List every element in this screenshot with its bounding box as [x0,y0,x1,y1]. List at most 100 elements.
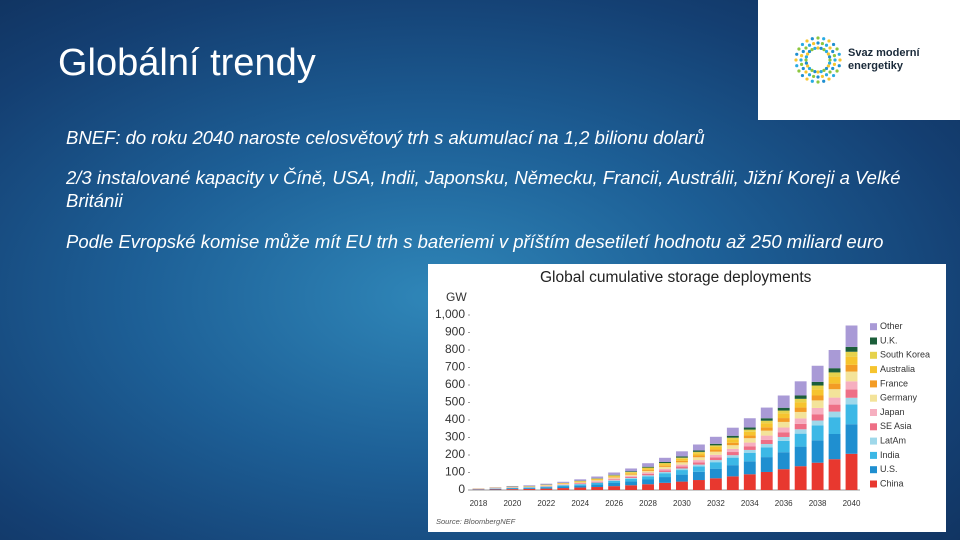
bar-segment [523,485,536,486]
bar-segment [692,466,705,472]
bar-segment [591,484,604,488]
bar-segment [659,473,671,478]
bar-segment [608,475,621,477]
bar-segment [709,462,722,469]
bar-segment [625,471,638,472]
chart-title: Global cumulative storage deployments [540,269,812,286]
logo-graphic: Svaz moderní energetiky [794,36,920,84]
bar-segment [828,404,841,412]
bar-segment [743,438,756,443]
bar-segment [726,457,739,466]
bar-segment [608,479,621,481]
logo-dot [827,77,831,81]
bar-segment [743,435,756,439]
logo-dot [822,79,826,83]
bar-segment [794,429,807,434]
bar-segment [811,381,824,386]
bar-segment [692,462,705,465]
logo-dot [806,52,810,56]
logo-dot [794,58,798,62]
logo-dot [807,43,812,47]
bar-segment [659,468,671,471]
bar-segment [726,437,739,440]
legend-swatch [870,451,877,459]
bar-segment [709,451,722,455]
x-tick-label: 2022 [537,499,555,508]
bar-segment [709,449,722,452]
logo-dot [795,64,799,68]
logo-dot [799,58,803,62]
x-tick-label: 2034 [741,499,759,508]
logo-dot [819,46,823,51]
bar-segment [760,423,773,428]
y-tick-label: 300 [445,430,465,444]
bar-segment [828,411,841,418]
bar-segment [726,435,739,438]
logo-dot [799,62,804,66]
bar-segment [777,452,790,470]
source: Source: BloombergNEF [436,517,516,526]
bar-segment [743,446,756,450]
bullet: 2/3 instalované kapacity v Číně, USA, In… [66,167,901,211]
bar-segment [692,464,705,467]
y-axis-label: GW [446,290,467,304]
bar-segment [642,484,654,490]
bar-segment [574,483,587,484]
chart-background [428,264,946,532]
bar-segment [489,488,502,490]
bar-segment [659,477,671,483]
bar-segment [676,456,688,458]
logo-dot [837,64,841,68]
bar-segment [709,457,722,461]
bar-segment [676,466,688,469]
y-tick-label: 1,000 [435,307,465,321]
bar-segment [743,418,756,428]
legend-label: China [880,478,904,488]
bar-segment [743,429,756,432]
bar-segment [523,487,536,489]
bar-segment [794,423,807,430]
logo-dot [824,66,829,71]
logo-dot [816,46,820,50]
bar-segment [642,475,654,477]
bar-segment [625,477,638,479]
bar-segment [625,468,638,472]
bar-segment [659,463,671,465]
bar-segment [828,389,841,398]
logo-dot [816,70,820,74]
bar-segment [676,457,688,459]
bar-segment [828,397,841,405]
bar-segment [811,440,824,463]
y-tick-label: 400 [445,412,465,426]
logo-dot [806,64,810,68]
bar-segment [709,460,722,463]
bar-segment [642,468,654,470]
bar-segment [845,389,858,398]
legend-swatch [870,394,877,402]
bar-segment [676,462,688,465]
bar-segment [557,486,570,489]
bar-segment [625,473,638,475]
logo-dot [824,73,829,77]
bar-segment [557,485,570,487]
legend-label: South Korea [880,350,930,360]
legend-label: U.S. [880,464,898,474]
bar-segment [811,365,824,382]
bar-segment [845,364,858,372]
bar-segment [642,479,654,485]
bar-segment [574,484,587,486]
bar-segment [523,488,536,489]
bar-segment [642,473,654,476]
logo-dot [828,46,832,50]
bar-segment [489,489,502,490]
bar-segment [608,480,621,483]
logo-text: energetiky [848,60,904,72]
bar-segment [608,475,621,476]
legend-label: SE Asia [880,421,912,431]
y-tick-label: 700 [445,360,465,374]
bar-segment [659,464,671,466]
bar-segment [676,474,688,482]
bar-segment [608,476,621,478]
bar-segment [794,418,807,424]
bar-segment [591,480,604,482]
